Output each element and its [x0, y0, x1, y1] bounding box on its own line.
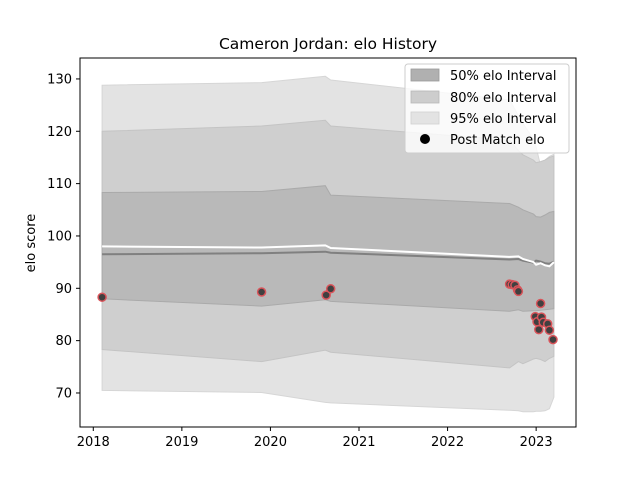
y-axis: 70 80 90 100 110 120 130 — [47, 72, 80, 401]
post-match-point — [535, 298, 546, 309]
post-match-point — [548, 334, 558, 345]
x-tick-label: 2019 — [165, 435, 198, 450]
post-match-point — [325, 284, 336, 294]
legend-swatch-95 — [410, 111, 440, 125]
legend-swatch-50 — [410, 68, 440, 82]
median-line — [102, 244, 555, 268]
y-tick-label: 120 — [47, 125, 72, 140]
legend-box — [404, 63, 570, 154]
x-tick-label: 2021 — [342, 435, 375, 450]
post-match-point — [97, 292, 107, 302]
legend-label-95: 95% elo Interval — [450, 112, 557, 127]
x-tick-label: 2022 — [431, 435, 464, 450]
legend-swatch-80 — [410, 90, 440, 104]
y-tick-label: 70 — [55, 386, 72, 401]
y-tick-label: 110 — [47, 177, 72, 192]
post-match-point — [256, 287, 267, 297]
y-tick-label: 80 — [55, 334, 72, 349]
mean-line — [102, 250, 555, 265]
post-match-point — [321, 290, 331, 300]
legend-marker-post-match — [420, 134, 430, 144]
y-tick-label: 90 — [55, 282, 72, 297]
post-match-point — [513, 286, 524, 297]
x-tick-label: 2023 — [520, 435, 553, 450]
legend-label-post-match: Post Match elo — [450, 133, 545, 148]
band-50 — [101, 185, 555, 312]
x-axis: 2018 2019 2020 2021 2022 2023 — [77, 427, 553, 450]
legend-label-50: 50% elo Interval — [450, 69, 557, 84]
x-tick-label: 2020 — [254, 435, 287, 450]
plot-area — [97, 75, 558, 413]
post-match-point — [544, 325, 555, 335]
y-tick-label: 100 — [47, 229, 72, 244]
y-axis-label: elo score — [24, 214, 39, 273]
chart-title: Cameron Jordan: elo History — [219, 35, 437, 53]
x-tick-label: 2018 — [77, 435, 110, 450]
legend-label-80: 80% elo Interval — [450, 91, 557, 106]
post-match-point — [534, 324, 544, 335]
legend: 50% elo Interval 80% elo Interval 95% el… — [404, 63, 570, 154]
y-tick-label: 130 — [47, 72, 72, 87]
plot-frame — [79, 57, 577, 428]
